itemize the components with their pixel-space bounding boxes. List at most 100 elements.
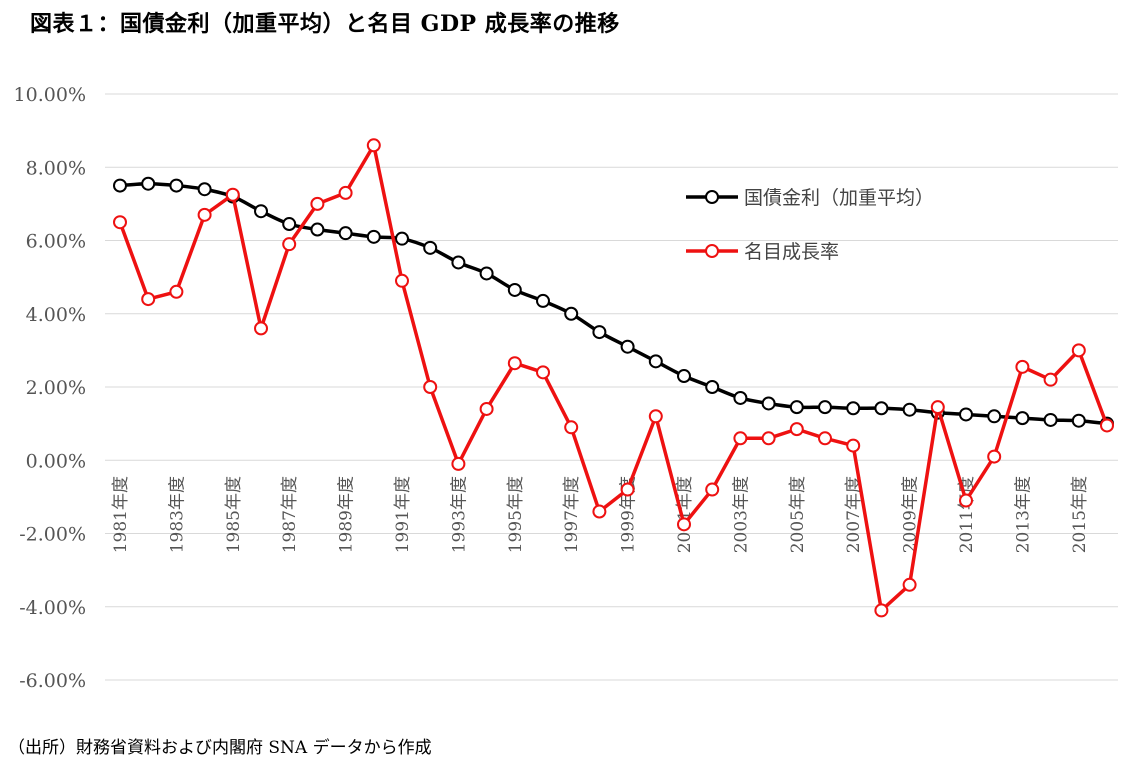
data-point-bond-yield	[197, 182, 212, 197]
y-tick-label: -2.00%	[19, 524, 86, 546]
data-point-bond-yield	[113, 178, 127, 193]
data-point-nominal-growth	[113, 215, 127, 230]
data-point-nominal-growth	[395, 273, 409, 288]
data-point-nominal-growth	[564, 420, 579, 435]
data-point-bond-yield	[733, 390, 748, 405]
data-point-nominal-growth	[846, 438, 861, 453]
data-point-nominal-growth	[761, 431, 776, 446]
legend-swatch-marker	[705, 244, 719, 258]
data-point-bond-yield	[620, 339, 635, 354]
data-point-nominal-growth	[1100, 418, 1114, 433]
data-point-bond-yield	[592, 325, 607, 340]
data-point-bond-yield	[310, 222, 325, 237]
gridlines	[105, 93, 1118, 681]
data-point-nominal-growth	[225, 187, 240, 202]
x-tick-label: 1995年度	[506, 476, 526, 553]
x-tick-label: 1985年度	[224, 476, 244, 553]
x-tick-label: 2015年度	[1070, 476, 1090, 553]
x-tick-label: 1993年度	[449, 476, 469, 553]
data-point-nominal-growth	[987, 449, 1002, 464]
data-point-bond-yield	[507, 282, 522, 297]
x-tick-label: 1997年度	[562, 476, 582, 553]
y-tick-label: 2.00%	[26, 377, 86, 399]
data-point-bond-yield	[479, 266, 494, 281]
data-point-nominal-growth	[366, 138, 381, 153]
data-point-bond-yield	[1015, 411, 1030, 426]
y-tick-label: 8.00%	[26, 157, 86, 179]
x-tick-label: 1991年度	[393, 476, 413, 553]
data-point-bond-yield	[1043, 412, 1058, 427]
data-point-nominal-growth	[959, 493, 973, 508]
data-point-nominal-growth	[169, 284, 184, 299]
data-point-nominal-growth	[902, 577, 917, 592]
data-point-nominal-growth	[197, 207, 212, 222]
data-point-nominal-growth	[705, 482, 720, 497]
data-point-bond-yield	[789, 400, 804, 415]
data-point-nominal-growth	[818, 431, 832, 446]
data-point-nominal-growth	[733, 431, 748, 446]
x-tick-label: 1989年度	[337, 476, 357, 553]
line-chart: 10.00% 8.00% 6.00% 4.00% 2.00% 0.00% -2.00% -4.…	[14, 84, 1118, 692]
data-point-bond-yield	[366, 229, 381, 244]
y-axis-ticks: 10.00% 8.00% 6.00% 4.00% 2.00% 0.00% -2.00% -4.…	[14, 84, 86, 692]
data-point-nominal-growth	[677, 517, 691, 532]
x-tick-label: 2007年度	[844, 476, 864, 553]
data-point-bond-yield	[141, 176, 156, 191]
x-tick-label: 2009年度	[901, 476, 921, 553]
x-axis-ticks: 1981年度 1983年度 1985年度 1987年度 1989年度 1991年度 1993…	[111, 476, 1090, 553]
data-point-bond-yield	[1071, 413, 1086, 428]
legend-swatch-marker	[705, 190, 719, 204]
data-point-nominal-growth	[874, 603, 889, 618]
data-point-nominal-growth	[338, 185, 353, 200]
data-point-bond-yield	[395, 231, 409, 246]
data-point-bond-yield	[451, 255, 466, 270]
chart-title: 図表１：国債金利（加重平均）と名目 GDP 成長率の推移	[30, 11, 620, 37]
data-point-nominal-growth	[930, 400, 945, 415]
data-point-bond-yield	[987, 409, 1002, 424]
data-point-nominal-growth	[592, 504, 607, 519]
data-point-nominal-growth	[282, 237, 297, 252]
data-point-nominal-growth	[451, 456, 466, 471]
data-point-nominal-growth	[310, 196, 325, 211]
source-note: （出所）財務省資料および内閣府 SNA データから作成	[8, 738, 432, 758]
data-point-bond-yield	[423, 240, 438, 255]
data-point-nominal-growth	[1015, 359, 1030, 374]
data-point-bond-yield	[648, 354, 663, 369]
data-point-bond-yield	[536, 293, 550, 308]
data-point-bond-yield	[874, 401, 889, 416]
legend: 国債金利（加重平均） 名目成長率	[686, 187, 934, 263]
y-tick-label: 10.00%	[14, 84, 86, 106]
data-point-nominal-growth	[254, 321, 268, 336]
y-tick-label: -4.00%	[19, 597, 86, 619]
data-point-bond-yield	[564, 306, 579, 321]
data-point-nominal-growth	[479, 401, 494, 416]
data-point-nominal-growth	[507, 356, 522, 371]
legend-label: 国債金利（加重平均）	[744, 187, 934, 209]
y-tick-label: -6.00%	[19, 670, 86, 692]
data-point-nominal-growth	[1071, 343, 1086, 358]
data-point-nominal-growth	[620, 482, 635, 497]
x-tick-label: 1999年度	[619, 476, 639, 553]
y-tick-label: 0.00%	[26, 450, 86, 472]
data-point-nominal-growth	[423, 380, 438, 394]
y-tick-label: 4.00%	[26, 304, 86, 326]
x-tick-label: 2003年度	[731, 476, 751, 553]
series-line-nominal-growth	[118, 143, 1109, 613]
data-point-bond-yield	[761, 396, 776, 411]
data-point-bond-yield	[338, 226, 353, 241]
legend-label: 名目成長率	[744, 241, 839, 263]
x-tick-label: 1983年度	[167, 476, 187, 553]
data-point-nominal-growth	[536, 365, 550, 380]
data-point-bond-yield	[959, 407, 973, 422]
x-tick-label: 1981年度	[111, 476, 131, 553]
x-tick-label: 2001年度	[675, 476, 695, 553]
data-point-bond-yield	[254, 204, 268, 219]
data-point-nominal-growth	[1043, 372, 1058, 387]
x-tick-label: 1987年度	[280, 476, 300, 553]
data-point-nominal-growth	[141, 292, 156, 307]
data-point-bond-yield	[818, 400, 832, 415]
series-layer	[113, 138, 1114, 618]
data-point-bond-yield	[846, 401, 861, 416]
y-tick-label: 6.00%	[26, 231, 86, 253]
data-point-bond-yield	[169, 178, 184, 193]
